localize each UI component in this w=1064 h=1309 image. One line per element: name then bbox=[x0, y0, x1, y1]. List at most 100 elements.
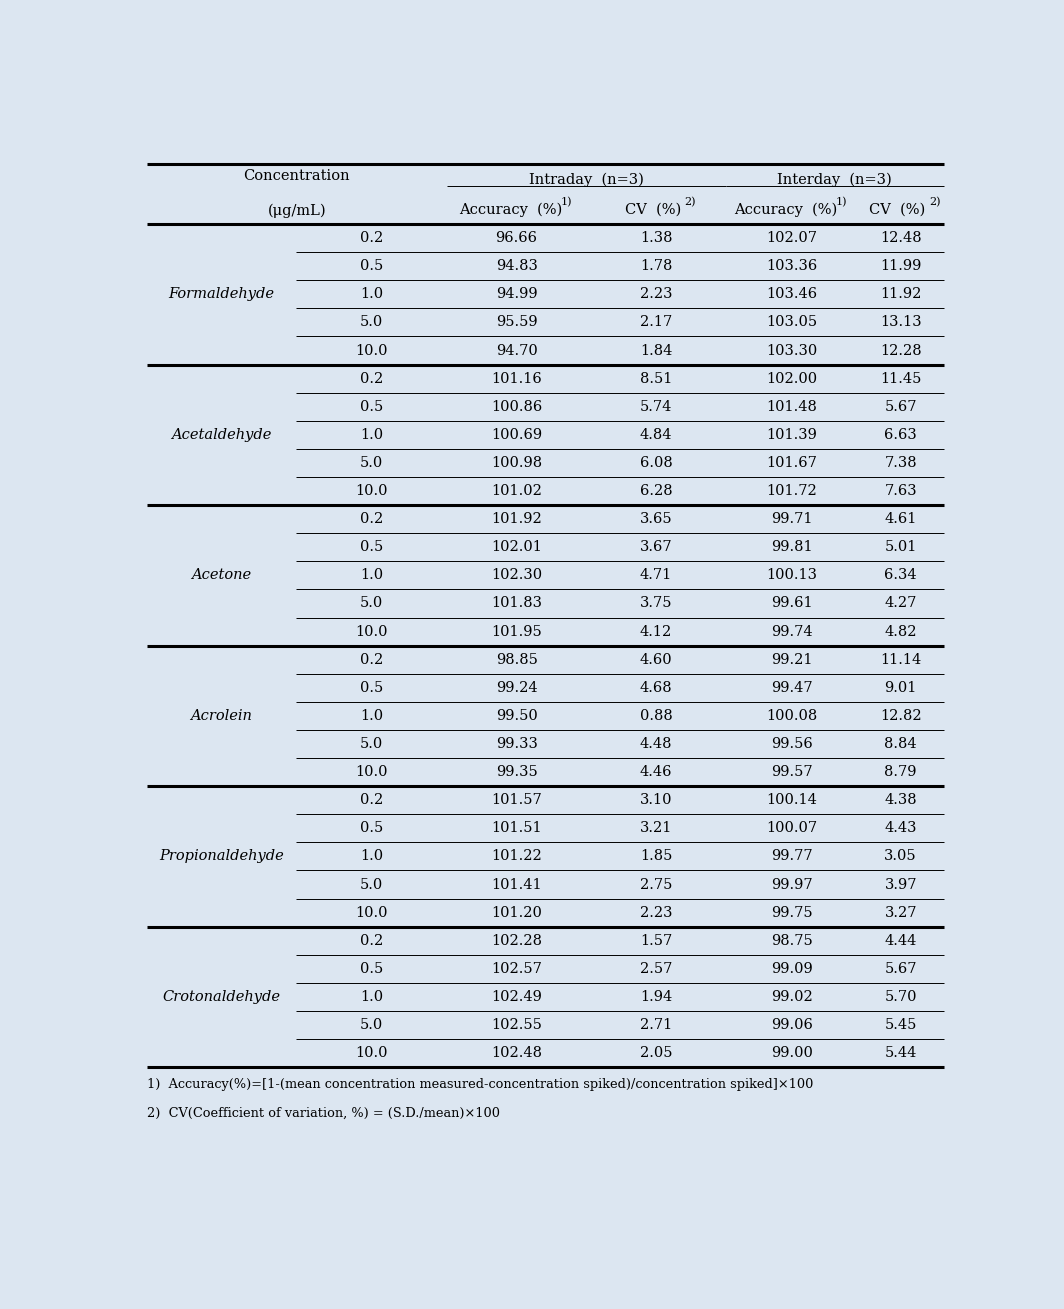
Text: Interday  (n=3): Interday (n=3) bbox=[778, 173, 892, 187]
Text: 101.92: 101.92 bbox=[492, 512, 542, 526]
Text: 3.10: 3.10 bbox=[639, 793, 672, 808]
Text: CV  (%): CV (%) bbox=[625, 203, 681, 216]
Text: 0.2: 0.2 bbox=[360, 232, 383, 245]
Text: 5.45: 5.45 bbox=[884, 1018, 917, 1031]
Text: 1.0: 1.0 bbox=[360, 709, 383, 723]
Text: 10.0: 10.0 bbox=[355, 1046, 387, 1060]
Text: Formaldehyde: Formaldehyde bbox=[168, 288, 275, 301]
Text: 94.83: 94.83 bbox=[496, 259, 537, 274]
Text: 3.65: 3.65 bbox=[639, 512, 672, 526]
Text: 8.51: 8.51 bbox=[639, 372, 672, 386]
Text: 3.21: 3.21 bbox=[639, 821, 672, 835]
Text: 98.75: 98.75 bbox=[771, 933, 813, 948]
Text: 4.60: 4.60 bbox=[639, 653, 672, 666]
Text: 8.84: 8.84 bbox=[884, 737, 917, 751]
Text: 1.0: 1.0 bbox=[360, 568, 383, 583]
Text: 4.12: 4.12 bbox=[641, 624, 672, 639]
Text: 98.85: 98.85 bbox=[496, 653, 537, 666]
Text: 102.30: 102.30 bbox=[492, 568, 543, 583]
Text: 99.00: 99.00 bbox=[770, 1046, 813, 1060]
Text: 99.74: 99.74 bbox=[771, 624, 813, 639]
Text: 1.94: 1.94 bbox=[641, 990, 672, 1004]
Text: Intraday  (n=3): Intraday (n=3) bbox=[529, 173, 644, 187]
Text: Concentration: Concentration bbox=[244, 169, 350, 183]
Text: 12.82: 12.82 bbox=[880, 709, 921, 723]
Text: 101.57: 101.57 bbox=[492, 793, 542, 808]
Text: 6.08: 6.08 bbox=[639, 456, 672, 470]
Text: 101.67: 101.67 bbox=[766, 456, 817, 470]
Text: 3.75: 3.75 bbox=[639, 597, 672, 610]
Text: 1.38: 1.38 bbox=[639, 232, 672, 245]
Text: 4.68: 4.68 bbox=[639, 681, 672, 695]
Text: 5.0: 5.0 bbox=[360, 597, 383, 610]
Text: 12.28: 12.28 bbox=[880, 343, 921, 357]
Text: 5.70: 5.70 bbox=[884, 990, 917, 1004]
Text: 102.48: 102.48 bbox=[492, 1046, 543, 1060]
Text: 0.5: 0.5 bbox=[360, 962, 383, 975]
Text: 100.98: 100.98 bbox=[492, 456, 543, 470]
Text: 100.13: 100.13 bbox=[766, 568, 817, 583]
Text: 103.05: 103.05 bbox=[766, 315, 817, 330]
Text: 100.86: 100.86 bbox=[491, 399, 543, 414]
Text: 2.23: 2.23 bbox=[639, 288, 672, 301]
Text: 5.0: 5.0 bbox=[360, 1018, 383, 1031]
Text: CV  (%): CV (%) bbox=[869, 203, 926, 216]
Text: 95.59: 95.59 bbox=[496, 315, 537, 330]
Text: 1)  Accuracy(%)=[1-(mean concentration measured-concentration spiked)/concentrat: 1) Accuracy(%)=[1-(mean concentration me… bbox=[147, 1077, 813, 1090]
Text: 94.70: 94.70 bbox=[496, 343, 537, 357]
Text: 1.84: 1.84 bbox=[639, 343, 672, 357]
Text: 99.09: 99.09 bbox=[771, 962, 813, 975]
Text: 99.57: 99.57 bbox=[771, 766, 813, 779]
Text: Accuracy  (%): Accuracy (%) bbox=[459, 203, 562, 216]
Text: 5.74: 5.74 bbox=[639, 399, 672, 414]
Text: 4.71: 4.71 bbox=[641, 568, 672, 583]
Text: 0.5: 0.5 bbox=[360, 259, 383, 274]
Text: 12.48: 12.48 bbox=[880, 232, 921, 245]
Text: 0.2: 0.2 bbox=[360, 372, 383, 386]
Text: 99.02: 99.02 bbox=[771, 990, 813, 1004]
Text: 5.67: 5.67 bbox=[884, 399, 917, 414]
Text: 1.85: 1.85 bbox=[639, 850, 672, 864]
Text: 8.79: 8.79 bbox=[884, 766, 917, 779]
Text: 99.21: 99.21 bbox=[771, 653, 813, 666]
Text: 5.0: 5.0 bbox=[360, 456, 383, 470]
Text: 1.0: 1.0 bbox=[360, 288, 383, 301]
Text: 1.78: 1.78 bbox=[639, 259, 672, 274]
Text: 2.05: 2.05 bbox=[639, 1046, 672, 1060]
Text: 5.0: 5.0 bbox=[360, 315, 383, 330]
Text: 0.2: 0.2 bbox=[360, 933, 383, 948]
Text: 1): 1) bbox=[561, 196, 572, 207]
Text: 3.05: 3.05 bbox=[884, 850, 917, 864]
Text: 102.28: 102.28 bbox=[492, 933, 543, 948]
Text: 2.57: 2.57 bbox=[639, 962, 672, 975]
Text: Acetone: Acetone bbox=[192, 568, 251, 583]
Text: 4.61: 4.61 bbox=[884, 512, 917, 526]
Text: 2.17: 2.17 bbox=[641, 315, 672, 330]
Text: 99.71: 99.71 bbox=[771, 512, 813, 526]
Text: 6.63: 6.63 bbox=[884, 428, 917, 442]
Text: 9.01: 9.01 bbox=[884, 681, 917, 695]
Text: 4.44: 4.44 bbox=[884, 933, 917, 948]
Text: 102.07: 102.07 bbox=[766, 232, 817, 245]
Text: 1): 1) bbox=[835, 196, 847, 207]
Text: 101.22: 101.22 bbox=[492, 850, 542, 864]
Text: 100.07: 100.07 bbox=[766, 821, 817, 835]
Text: 10.0: 10.0 bbox=[355, 906, 387, 920]
Text: 102.55: 102.55 bbox=[492, 1018, 542, 1031]
Text: 103.30: 103.30 bbox=[766, 343, 817, 357]
Text: 0.88: 0.88 bbox=[639, 709, 672, 723]
Text: (μg/mL): (μg/mL) bbox=[268, 204, 327, 219]
Text: 99.61: 99.61 bbox=[771, 597, 813, 610]
Text: 2): 2) bbox=[684, 196, 696, 207]
Text: 99.06: 99.06 bbox=[770, 1018, 813, 1031]
Text: 4.48: 4.48 bbox=[639, 737, 672, 751]
Text: 101.39: 101.39 bbox=[766, 428, 817, 442]
Text: 2): 2) bbox=[929, 196, 941, 207]
Text: 0.5: 0.5 bbox=[360, 821, 383, 835]
Text: 99.24: 99.24 bbox=[496, 681, 537, 695]
Text: 99.77: 99.77 bbox=[771, 850, 813, 864]
Text: 5.67: 5.67 bbox=[884, 962, 917, 975]
Text: 0.2: 0.2 bbox=[360, 512, 383, 526]
Text: 0.5: 0.5 bbox=[360, 541, 383, 554]
Text: Propionaldehyde: Propionaldehyde bbox=[159, 850, 284, 864]
